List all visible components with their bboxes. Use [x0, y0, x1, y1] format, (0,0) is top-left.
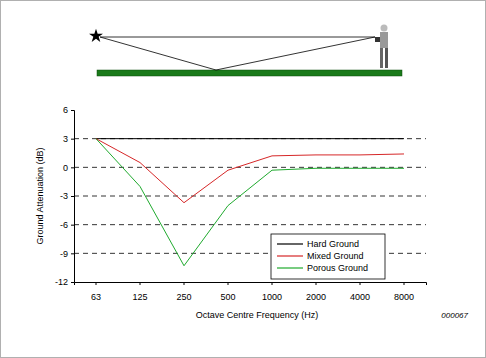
ground	[97, 70, 402, 76]
tick-label: 250	[176, 292, 191, 302]
y-tick: -3	[60, 191, 74, 201]
tick-label: 6	[63, 105, 68, 115]
y-tick: -12	[55, 277, 74, 287]
tick-mark	[71, 253, 74, 254]
sound-paths	[100, 37, 375, 70]
tick-mark	[71, 196, 74, 197]
meter	[375, 37, 380, 42]
tick-label: 3	[63, 134, 68, 144]
x-tick: 500	[220, 282, 235, 302]
tick-mark	[71, 139, 74, 140]
tick-mark	[184, 282, 185, 285]
tick-label: 0	[63, 163, 68, 173]
body	[380, 32, 388, 48]
tick-label: -6	[60, 220, 68, 230]
tick-label: -9	[60, 249, 68, 259]
tick-label: 4000	[350, 292, 370, 302]
series-line	[96, 139, 404, 266]
tick-mark	[316, 282, 317, 285]
legend-label: Mixed Ground	[307, 251, 364, 261]
axis-line	[71, 111, 75, 283]
frame	[1, 1, 486, 358]
tick-label: -12	[55, 277, 68, 287]
x-axis-title: Octave Centre Frequency (Hz)	[196, 310, 319, 320]
tick-mark	[71, 110, 74, 111]
y-tick: 6	[63, 105, 74, 115]
tick-mark	[96, 282, 97, 285]
tick-label: 1000	[262, 292, 282, 302]
y-axis: -12 -9 -6 -3 0 3 6	[55, 105, 75, 287]
tick-label: 8000	[394, 292, 414, 302]
y-tick: -6	[60, 220, 74, 230]
grid-line	[74, 167, 426, 168]
x-tick: 8000	[394, 282, 414, 302]
tick-mark	[272, 282, 273, 285]
x-tick: 125	[132, 282, 147, 302]
diagram	[89, 25, 402, 77]
legend: Hard Ground Mixed Ground Porous Ground	[271, 234, 385, 279]
y-tick: 0	[63, 163, 74, 173]
tick-mark	[140, 282, 141, 285]
tick-label: 2000	[306, 292, 326, 302]
tick-mark	[360, 282, 361, 285]
tick-label: 500	[220, 292, 235, 302]
leg	[385, 48, 388, 68]
tick-mark	[71, 225, 74, 226]
series-group	[96, 139, 404, 266]
x-axis: 63 125 250 500 1000 2000 4000 8000	[75, 282, 427, 302]
x-tick: 2000	[306, 282, 326, 302]
receiver	[375, 25, 388, 69]
legend-swatch	[277, 255, 303, 256]
legend-label: Hard Ground	[307, 239, 359, 249]
legend-label: Porous Ground	[307, 263, 368, 273]
chart: -12 -9 -6 -3 0 3 6 63 125 250 500 1000 2000 4000 8000 G…	[0, 0, 486, 358]
y-tick: 3	[63, 134, 74, 144]
x-tick: 4000	[350, 282, 370, 302]
tick-label: 125	[132, 292, 147, 302]
series-line	[96, 138, 404, 139]
tick-mark	[404, 282, 405, 285]
y-axis-title: Ground Attenuation (dB)	[35, 147, 45, 244]
y-tick: -9	[60, 249, 74, 259]
legend-swatch	[277, 267, 303, 268]
axis-line	[75, 283, 427, 286]
grid-line	[74, 138, 426, 139]
leg	[380, 48, 383, 68]
tick-mark	[71, 282, 74, 283]
grid-line	[74, 224, 426, 225]
grid-line	[74, 196, 426, 197]
tick-label: 63	[91, 292, 101, 302]
tick-label: -3	[60, 191, 68, 201]
head	[381, 25, 388, 32]
source	[89, 29, 103, 42]
x-tick: 63	[91, 282, 101, 302]
tick-mark	[228, 282, 229, 285]
tick-mark	[71, 167, 74, 168]
annotation: 000067	[441, 311, 468, 320]
legend-swatch	[277, 243, 303, 244]
x-tick: 250	[176, 282, 191, 302]
series-line	[96, 139, 404, 203]
legend-box	[271, 234, 385, 279]
x-tick: 1000	[262, 282, 282, 302]
